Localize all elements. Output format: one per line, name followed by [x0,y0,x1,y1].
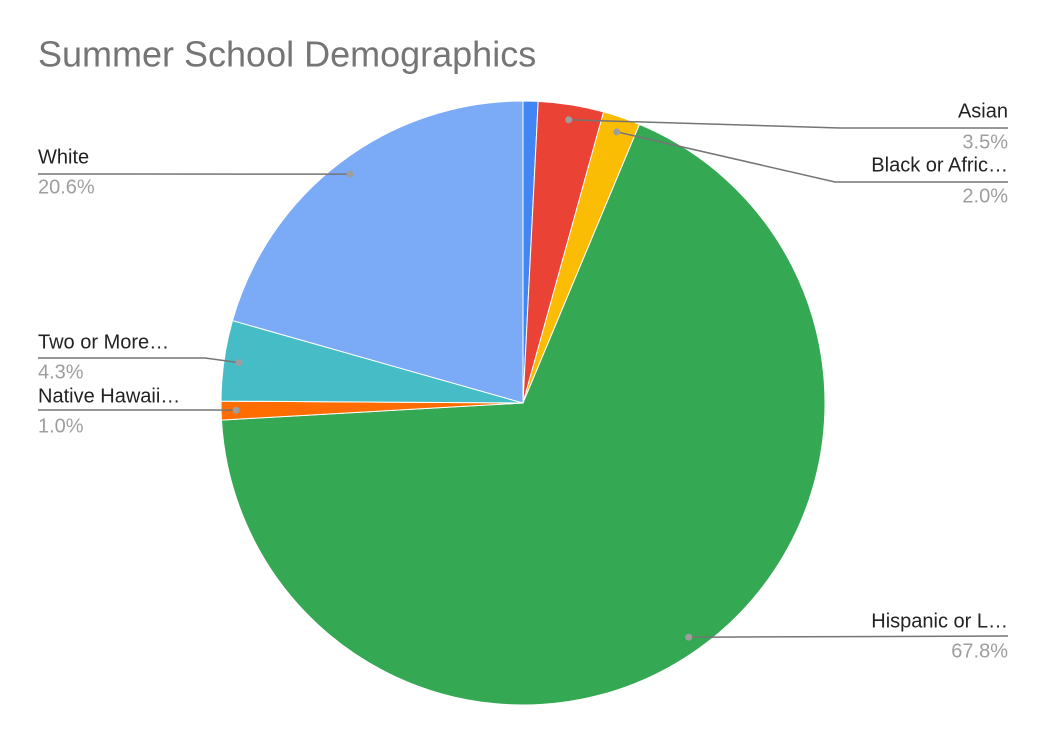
slice-label: Two or More… [38,331,169,353]
chart-title: Summer School Demographics [38,34,536,75]
leader-dot [613,128,621,136]
slice-value-label: 4.3% [38,361,84,383]
slice-label: Asian [958,100,1008,122]
leader-dot [565,116,573,124]
leader-line [688,635,1009,638]
leader-line [38,357,240,364]
leader-dot [235,359,243,367]
pie-slice [220,123,826,706]
slice-label: White [38,146,89,168]
slice-value-label: 3.5% [962,131,1008,153]
slice-value-label: 20.6% [38,176,95,198]
slice-label: Hispanic or L… [871,610,1008,632]
slice-value-label: 2.0% [962,185,1008,207]
leader-line [568,119,1008,129]
slice-value-label: 67.8% [951,640,1008,662]
slice-label: Black or Afric… [871,154,1008,176]
leader-dot [232,406,240,414]
leader-dot [685,633,693,641]
leader-line [616,131,1008,183]
slice-value-label: 1.0% [38,415,84,437]
leader-dot [346,170,354,178]
pie-slice [231,100,524,404]
slice-label: Native Hawaii… [38,385,180,407]
